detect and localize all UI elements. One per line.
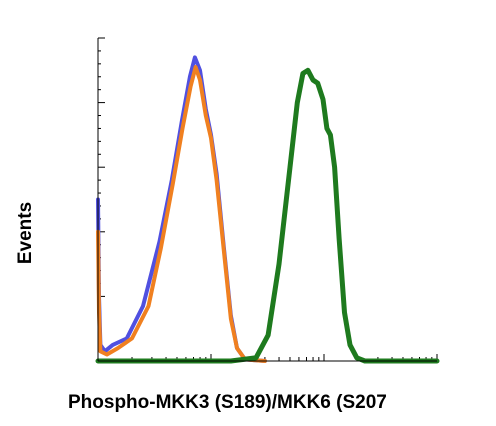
y-axis-label: Events (15, 201, 36, 265)
axis-ticks (97, 37, 438, 362)
series-line-2 (96, 65, 267, 363)
x-axis-label: Phospho-MKK3 (S189)/MKK6 (S207 (68, 392, 387, 413)
series-line-3 (95, 67, 440, 364)
series-curves (95, 55, 440, 364)
series-line-1 (96, 55, 267, 363)
